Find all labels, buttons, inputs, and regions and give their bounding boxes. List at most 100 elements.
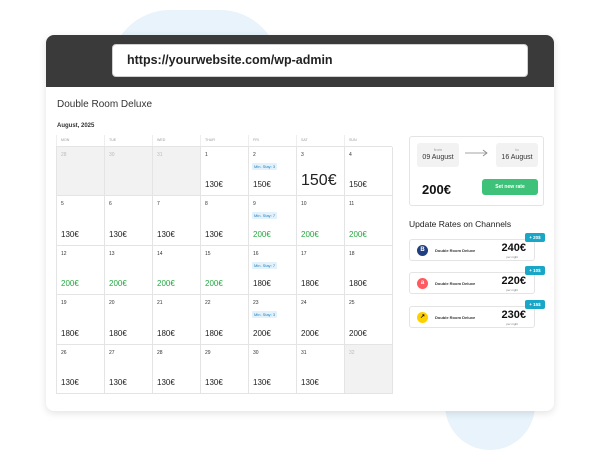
day-price: 130€: [253, 377, 271, 387]
channel-row[interactable]: ↗ Double Room Deluxe 230€ per night: [409, 306, 535, 328]
day-price: 200€: [109, 279, 127, 289]
calendar-day-cell[interactable]: 14 200€: [153, 245, 201, 296]
weekday-label: MON: [56, 135, 104, 146]
day-price: 180€: [253, 279, 271, 289]
calendar-day-cell[interactable]: 31 130€: [297, 344, 345, 394]
browser-chrome: https://yourwebsite.com/wp-admin: [46, 35, 554, 87]
channel-row[interactable]: B Double Room Deluxe 240€ per night: [409, 239, 535, 261]
day-number: 6: [109, 201, 112, 208]
calendar-day-cell[interactable]: 11 200€: [345, 196, 393, 246]
calendar-day-cell[interactable]: 22 180€: [201, 295, 249, 345]
day-number: 29: [205, 349, 211, 356]
rate-editor: from 09 August to 16 August 200€ Set new…: [409, 136, 544, 206]
channel-room-name: Double Room Deluxe: [435, 315, 476, 320]
calendar-day-cell[interactable]: 26 130€: [57, 344, 105, 394]
min-stay-badge: Min. Stay: 7: [252, 212, 278, 220]
calendar-day-cell[interactable]: 7 130€: [153, 196, 201, 246]
from-label: from: [434, 147, 442, 152]
min-stay-badge: Min. Stay: 7: [252, 261, 278, 269]
day-number: 19: [61, 300, 67, 307]
min-stay-badge: Min. Stay: 3: [252, 163, 278, 170]
day-price: 130€: [205, 229, 223, 239]
day-price: 150€: [349, 180, 367, 190]
day-number: 12: [61, 250, 67, 257]
channel-row[interactable]: a Double Room Deluxe 220€ per night: [409, 272, 535, 294]
calendar-day-cell[interactable]: 24 200€: [297, 295, 345, 345]
day-number: 11: [349, 201, 355, 208]
page-title: Double Room Deluxe: [57, 99, 153, 110]
calendar-day-cell[interactable]: 10 200€: [297, 196, 345, 246]
day-number: 20: [109, 300, 115, 307]
calendar-day-cell[interactable]: 27 130€: [105, 344, 153, 394]
from-date[interactable]: from 09 August: [417, 143, 459, 167]
calendar-day-cell[interactable]: 20 180€: [105, 295, 153, 345]
calendar-day-cell[interactable]: 5 130€: [57, 196, 105, 246]
calendar-day-cell[interactable]: 6 130€: [105, 196, 153, 246]
month-label: August, 2025: [57, 123, 95, 129]
channel-price: 230€: [501, 309, 526, 321]
rate-calendar: MON TUE WED THUR FRI SAT SUN 28 30 31 1 130€ 2 Min. …: [56, 135, 393, 394]
day-number: 15: [205, 250, 211, 257]
calendar-day-cell[interactable]: 31: [153, 147, 201, 197]
day-number: 9: [253, 201, 256, 208]
weekday-label: FRI: [248, 135, 296, 146]
day-number: 23: [253, 300, 259, 307]
weekday-header: MON TUE WED THUR FRI SAT SUN: [56, 135, 392, 146]
calendar-day-cell[interactable]: 1 130€: [201, 147, 249, 197]
day-number: 21: [157, 300, 163, 307]
day-price: 130€: [205, 180, 223, 190]
browser-window: https://yourwebsite.com/wp-admin Double …: [46, 35, 554, 411]
day-number: 31: [301, 349, 307, 356]
calendar-day-cell[interactable]: 18 180€: [345, 245, 393, 296]
day-number: 13: [109, 250, 115, 257]
set-new-rate-button[interactable]: Set new rate: [482, 179, 538, 195]
calendar-day-cell[interactable]: 29 130€: [201, 344, 249, 394]
calendar-day-cell[interactable]: 32: [345, 344, 393, 394]
calendar-day-cell[interactable]: 23 Min. Stay: 3 200€: [249, 295, 297, 345]
calendar-day-cell[interactable]: 19 180€: [57, 295, 105, 345]
calendar-day-cell[interactable]: 3 150€: [297, 147, 345, 197]
day-number: 7: [157, 201, 160, 208]
calendar-day-cell[interactable]: 25 200€: [345, 295, 393, 345]
to-date[interactable]: to 16 August: [496, 143, 538, 167]
calendar-day-cell[interactable]: 13 200€: [105, 245, 153, 296]
channel-room-name: Double Room Deluxe: [435, 281, 476, 286]
day-price: 130€: [109, 229, 127, 239]
day-price: 130€: [301, 377, 319, 387]
calendar-day-cell[interactable]: 8 130€: [201, 196, 249, 246]
address-bar[interactable]: https://yourwebsite.com/wp-admin: [112, 44, 528, 77]
day-number: 2: [253, 152, 256, 158]
day-price: 200€: [253, 328, 271, 338]
weekday-label: THUR: [200, 135, 248, 146]
new-rate-value[interactable]: 200€: [422, 182, 451, 197]
calendar-grid: 28 30 31 1 130€ 2 Min. Stay: 3 150€ 3 150€ 4 150€ 5 1…: [56, 146, 393, 394]
calendar-day-cell[interactable]: 28: [57, 147, 105, 197]
calendar-day-cell[interactable]: 21 180€: [153, 295, 201, 345]
day-number: 26: [61, 349, 67, 356]
calendar-day-cell[interactable]: 2 Min. Stay: 3 150€: [249, 147, 297, 197]
day-number: 8: [205, 201, 208, 208]
calendar-day-cell[interactable]: 28 130€: [153, 344, 201, 394]
day-price: 130€: [205, 377, 223, 387]
calendar-day-cell[interactable]: 9 Min. Stay: 7 200€: [249, 196, 297, 246]
rate-markup-badge: + 20$: [525, 233, 545, 242]
calendar-day-cell[interactable]: 17 180€: [297, 245, 345, 296]
day-price: 180€: [61, 328, 79, 338]
day-price: 200€: [157, 279, 175, 289]
day-price: 180€: [349, 279, 367, 289]
calendar-day-cell[interactable]: 16 Min. Stay: 7 180€: [249, 245, 297, 296]
to-value: 16 August: [501, 154, 533, 161]
rate-markup-badge: + 10$: [525, 266, 545, 275]
day-price: 130€: [109, 377, 127, 387]
day-price: 200€: [349, 328, 367, 338]
day-number: 25: [349, 300, 355, 307]
calendar-day-cell[interactable]: 30 130€: [249, 344, 297, 394]
channels-title: Update Rates on Channels: [409, 219, 512, 229]
weekday-label: TUE: [104, 135, 152, 146]
calendar-day-cell[interactable]: 12 200€: [57, 245, 105, 296]
calendar-day-cell[interactable]: 30: [105, 147, 153, 197]
from-value: 09 August: [422, 154, 454, 161]
calendar-day-cell[interactable]: 4 150€: [345, 147, 393, 197]
calendar-day-cell[interactable]: 15 200€: [201, 245, 249, 296]
day-number: 1: [205, 152, 208, 158]
